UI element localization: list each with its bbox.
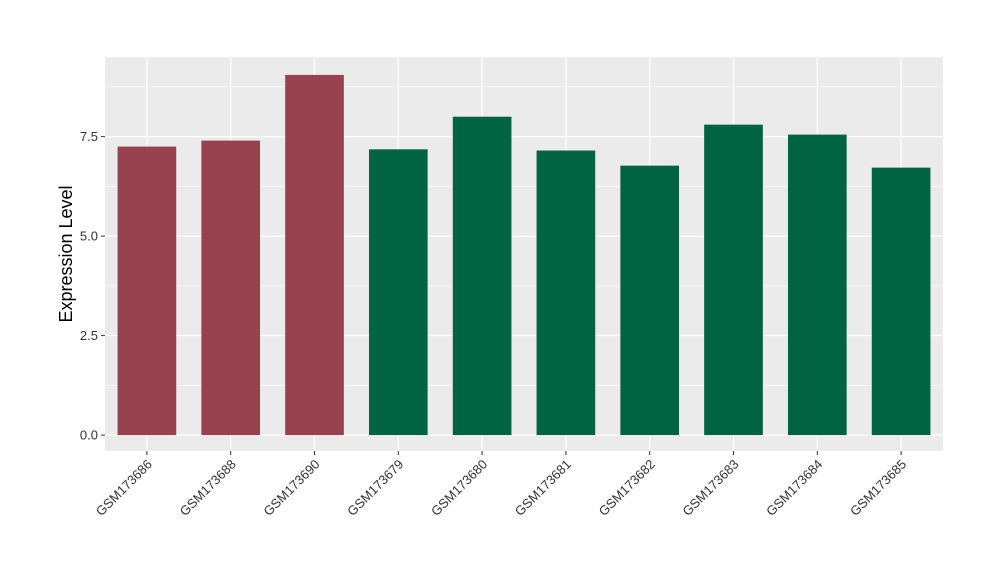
bar-GSM173688 bbox=[201, 140, 261, 436]
x-tick-label: GSM173688 bbox=[177, 457, 239, 519]
bar-GSM173682 bbox=[620, 165, 680, 436]
x-tick-label: GSM173680 bbox=[428, 457, 490, 519]
x-tick-label: GSM173684 bbox=[763, 457, 825, 519]
x-axis: GSM173686 GSM173688 GSM173690 GSM173679 GSM1… bbox=[93, 451, 909, 519]
bar-GSM173679 bbox=[368, 149, 428, 436]
bar-GSM173685 bbox=[871, 167, 931, 436]
bar-GSM173683 bbox=[704, 124, 763, 436]
x-tick-label: GSM173683 bbox=[679, 457, 741, 519]
y-tick-label: 5.0 bbox=[80, 229, 98, 244]
bar-GSM173681 bbox=[536, 150, 596, 436]
x-tick-label: GSM173682 bbox=[596, 457, 658, 519]
y-tick-label: 2.5 bbox=[80, 328, 98, 343]
y-axis-title: Expression Level bbox=[56, 185, 76, 322]
bars bbox=[117, 74, 931, 436]
y-tick-label: 0.0 bbox=[80, 428, 98, 443]
x-tick-label: GSM173686 bbox=[93, 457, 155, 519]
bar-GSM173686 bbox=[117, 146, 177, 436]
bar-GSM173680 bbox=[452, 116, 512, 436]
bar-GSM173684 bbox=[787, 134, 847, 436]
y-axis: 0.0 2.5 5.0 7.5 bbox=[80, 129, 105, 443]
bar-GSM173690 bbox=[285, 74, 344, 436]
x-tick-label: GSM173679 bbox=[344, 457, 406, 519]
x-tick-label: GSM173690 bbox=[260, 457, 322, 519]
x-tick-label: GSM173685 bbox=[847, 457, 909, 519]
x-tick-label: GSM173681 bbox=[512, 457, 574, 519]
y-tick-label: 7.5 bbox=[80, 129, 98, 144]
